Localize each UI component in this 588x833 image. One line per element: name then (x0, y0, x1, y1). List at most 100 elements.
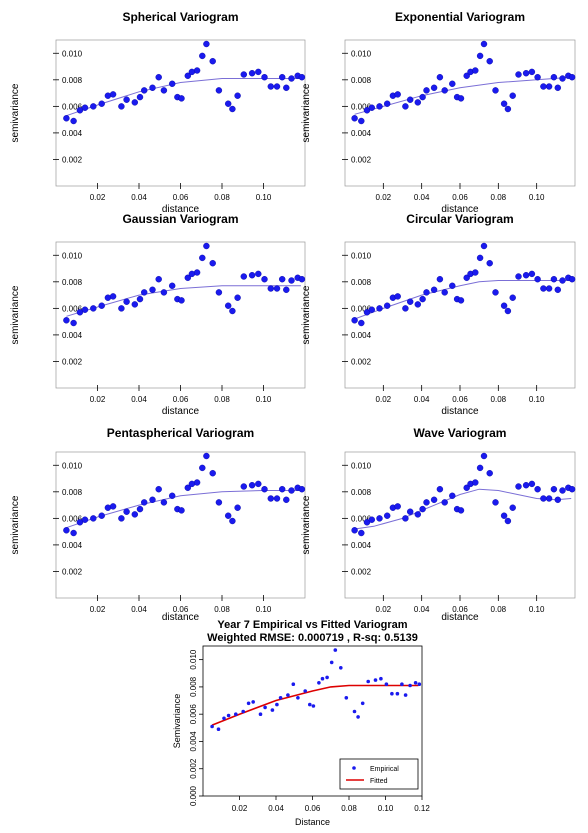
empirical-point (136, 295, 144, 303)
variogram-panel-3: Gaussian Variogram 0.02 0.04 0.06 0.08 0.10 0.… (10, 212, 306, 417)
y-tick-label: 0.008 (351, 278, 372, 287)
empirical-point (504, 517, 512, 525)
empirical-point (430, 286, 438, 293)
empirical-point (417, 682, 422, 686)
y-tick-label: 0.010 (62, 461, 83, 470)
empirical-point (98, 512, 105, 519)
x-tick-label: 0.02 (376, 605, 392, 614)
variogram-panel-4: Circular Variogram 0.02 0.04 0.06 0.08 0.10 0.… (301, 212, 576, 417)
empirical-point (109, 91, 117, 98)
empirical-point (550, 486, 558, 493)
empirical-point (149, 496, 156, 503)
x-axis-label: distance (162, 204, 200, 215)
empirical-point (70, 319, 77, 327)
y-tick-label: 0.006 (351, 304, 372, 313)
empirical-point (329, 660, 334, 665)
x-tick-label: 0.08 (214, 193, 230, 202)
empirical-point (240, 71, 248, 78)
empirical-point (104, 504, 112, 511)
empirical-point (423, 289, 430, 296)
empirical-point (463, 484, 470, 491)
chart-title: Exponential Variogram (395, 10, 525, 24)
empirical-point (351, 115, 358, 122)
x-tick-label: 0.04 (131, 605, 147, 614)
y-tick-label: 0.002 (62, 155, 83, 164)
empirical-point (568, 276, 576, 283)
empirical-point (430, 84, 438, 92)
empirical-point (199, 52, 206, 60)
empirical-point (234, 294, 241, 301)
empirical-point (463, 72, 470, 80)
x-tick-label: 0.04 (268, 804, 284, 813)
empirical-point (472, 67, 479, 74)
x-tick-label: 0.08 (491, 193, 507, 202)
x-tick-label: 0.10 (529, 395, 545, 404)
empirical-point (308, 702, 312, 707)
empirical-point (229, 105, 236, 113)
empirical-point (283, 286, 290, 293)
y-tick-label: 0.006 (189, 704, 198, 725)
empirical-point (70, 529, 77, 537)
y-tick-label: 0.004 (62, 541, 83, 550)
y-tick-label: 0.004 (351, 331, 372, 340)
chart-title: Wave Variogram (414, 426, 507, 440)
empirical-point (534, 486, 541, 493)
x-tick-label: 0.06 (452, 193, 468, 202)
empirical-point (248, 272, 256, 279)
empirical-point (209, 58, 216, 65)
empirical-point (492, 289, 499, 296)
empirical-point (273, 285, 281, 292)
variogram-panel-7: Year 7 Empirical vs Fitted VariogramWeig… (172, 619, 430, 827)
x-axis-label: distance (441, 612, 479, 623)
empirical-point (240, 273, 248, 280)
empirical-point (441, 87, 448, 94)
empirical-point (251, 700, 255, 704)
empirical-point (140, 499, 148, 506)
empirical-point (255, 480, 262, 488)
empirical-point (500, 100, 508, 107)
empirical-point (559, 487, 566, 494)
empirical-point (118, 305, 125, 312)
fitted-model-line (211, 684, 419, 726)
empirical-point (504, 105, 512, 113)
empirical-point (320, 676, 325, 681)
x-tick-label: 0.02 (90, 605, 106, 614)
empirical-point (160, 87, 168, 94)
empirical-point (402, 305, 409, 312)
empirical-point (413, 681, 418, 685)
x-tick-label: 0.04 (414, 605, 430, 614)
empirical-point (554, 286, 561, 293)
empirical-point (545, 83, 553, 90)
y-tick-label: 0.002 (62, 357, 83, 366)
empirical-point (500, 512, 508, 519)
y-tick-label: 0.010 (351, 251, 372, 260)
empirical-point (298, 486, 306, 493)
empirical-point (140, 87, 148, 94)
empirical-point (534, 73, 541, 81)
empirical-point (522, 69, 530, 77)
empirical-point (209, 470, 216, 477)
empirical-point (203, 452, 210, 460)
empirical-point (303, 689, 308, 693)
empirical-point (131, 301, 139, 308)
empirical-point (463, 274, 470, 281)
empirical-point (492, 499, 499, 506)
empirical-point (76, 309, 84, 316)
y-tick-label: 0.004 (62, 331, 83, 340)
empirical-point (540, 495, 547, 502)
empirical-point (155, 73, 162, 81)
empirical-point (222, 716, 226, 721)
empirical-point (368, 516, 375, 523)
x-tick-label: 0.06 (452, 395, 468, 404)
empirical-point (509, 92, 516, 99)
y-tick-label: 0.008 (62, 278, 83, 287)
empirical-point (168, 492, 176, 499)
empirical-point (540, 83, 547, 90)
empirical-point (123, 96, 130, 103)
empirical-point (480, 452, 488, 460)
empirical-point (160, 289, 168, 296)
empirical-point (283, 84, 290, 92)
empirical-point (492, 87, 499, 94)
empirical-point (476, 52, 484, 60)
empirical-point (241, 709, 245, 714)
